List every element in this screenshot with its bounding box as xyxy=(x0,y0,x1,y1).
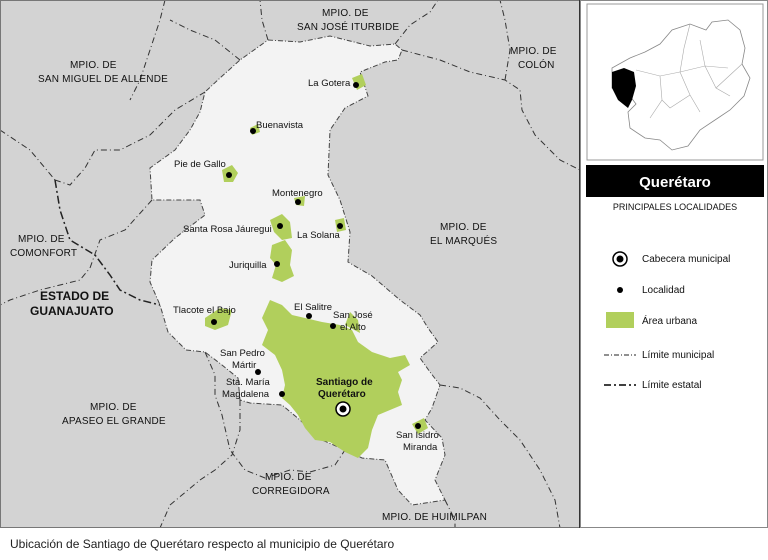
legend-title: Querétaro xyxy=(639,174,711,191)
state-boundary xyxy=(54,179,161,306)
queretaro-municipality-highlight xyxy=(612,68,636,108)
legend-label-urbana: Área urbana xyxy=(642,314,697,327)
label-mpio-sma-2: SAN MIGUEL DE ALLENDE xyxy=(38,74,168,85)
label-san-jose-alto-2: el Alto xyxy=(340,322,366,333)
dot-tlacote xyxy=(211,319,217,325)
dot-la-solana xyxy=(337,223,343,229)
locality-dots xyxy=(211,82,421,429)
urban-swatch xyxy=(606,312,634,328)
dot-pie-de-gallo xyxy=(226,172,232,178)
juriquilla-urban-area xyxy=(270,240,294,282)
label-mpio-colon-2: COLÓN xyxy=(518,58,555,71)
legend-item-localidad: Localidad xyxy=(617,285,685,296)
label-san-pedro-2: Mártir xyxy=(232,360,256,371)
santiago-urban-area xyxy=(262,300,410,458)
dot-san-jose-alto xyxy=(330,323,336,329)
legend-item-cabecera: Cabecera municipal xyxy=(612,251,730,267)
label-mpio-apaseo-1: MPIO. DE xyxy=(90,402,137,413)
label-mpio-corregidora-2: CORREGIDORA xyxy=(252,486,330,497)
locator-inset-map xyxy=(586,3,764,161)
legend-label-limite-estatal: Límite estatal xyxy=(642,380,701,391)
label-mpio-comonfort-1: MPIO. DE xyxy=(18,234,65,245)
legend-item-limite-municipal: Límite municipal xyxy=(604,350,714,361)
label-mpio-comonfort-2: COMONFORT xyxy=(10,248,77,259)
dot-icon xyxy=(617,287,623,293)
label-mpio-marques-2: EL MARQUÉS xyxy=(430,234,497,247)
dot-san-pedro xyxy=(255,369,261,375)
dot-santa-rosa xyxy=(277,223,283,229)
label-buenavista: Buenavista xyxy=(256,120,304,131)
label-la-gotera: La Gotera xyxy=(308,78,351,89)
legend-subtitle: PRINCIPALES LOCALIDADES xyxy=(613,202,737,212)
dot-sta-maria xyxy=(279,391,285,397)
label-mpio-apaseo-2: APASEO EL GRANDE xyxy=(62,416,166,427)
label-tlacote: Tlacote el Bajo xyxy=(173,305,236,316)
dot-el-salitre xyxy=(306,313,312,319)
label-san-pedro-1: San Pedro xyxy=(220,348,265,359)
label-mpio-sma-1: MPIO. DE xyxy=(70,60,117,71)
label-santiago-1: Santiago de xyxy=(316,377,373,388)
label-pie-de-gallo: Pie de Gallo xyxy=(174,159,226,170)
legend-item-limite-estatal: Límite estatal xyxy=(604,380,701,391)
dot-san-isidro xyxy=(415,423,421,429)
dot-buenavista xyxy=(250,128,256,134)
label-san-jose-alto-1: San José xyxy=(333,310,373,321)
label-la-solana: La Solana xyxy=(297,230,341,241)
municipal-boundaries xyxy=(0,0,581,528)
legend-label-cabecera: Cabecera municipal xyxy=(642,254,730,265)
legend-label-limite-municipal: Límite municipal xyxy=(642,350,714,361)
label-sta-maria-2: Magdalena xyxy=(222,389,270,400)
label-sta-maria-1: Sta. María xyxy=(226,377,271,388)
legend-item-urbana: Área urbana xyxy=(606,312,697,328)
label-estado-2: GUANAJUATO xyxy=(30,304,114,318)
label-mpio-sji-2: SAN JOSÉ ITURBIDE xyxy=(297,20,399,33)
label-mpio-sji-1: MPIO. DE xyxy=(322,8,369,19)
label-montenegro: Montenegro xyxy=(272,188,323,199)
dot-juriquilla xyxy=(274,261,280,267)
label-san-isidro-1: San Isidro xyxy=(396,430,439,441)
label-santa-rosa: Santa Rosa Jáuregui xyxy=(183,224,272,235)
label-mpio-corregidora-1: MPIO. DE xyxy=(265,472,312,483)
legend-header xyxy=(586,165,764,197)
label-el-salitre: El Salitre xyxy=(294,302,332,313)
figure-caption: Ubicación de Santiago de Querétaro respe… xyxy=(10,537,395,551)
label-juriquilla: Juriquilla xyxy=(229,260,267,271)
municipal-seat-icon xyxy=(335,401,351,417)
legend-panel: Querétaro PRINCIPALES LOCALIDADES Cabece… xyxy=(579,0,768,528)
label-estado-1: ESTADO DE xyxy=(40,289,109,303)
label-santiago-2: Querétaro xyxy=(318,389,366,400)
legend-label-localidad: Localidad xyxy=(642,285,685,296)
dot-la-gotera xyxy=(353,82,359,88)
label-san-isidro-2: Miranda xyxy=(403,442,438,453)
map-figure: La Gotera Buenavista Pie de Gallo Monten… xyxy=(0,0,768,528)
label-mpio-huimilpan: MPIO. DE HUIMILPAN xyxy=(382,512,487,523)
label-mpio-colon-1: MPIO. DE xyxy=(510,46,557,57)
label-mpio-marques-1: MPIO. DE xyxy=(440,222,487,233)
dot-montenegro xyxy=(295,199,301,205)
